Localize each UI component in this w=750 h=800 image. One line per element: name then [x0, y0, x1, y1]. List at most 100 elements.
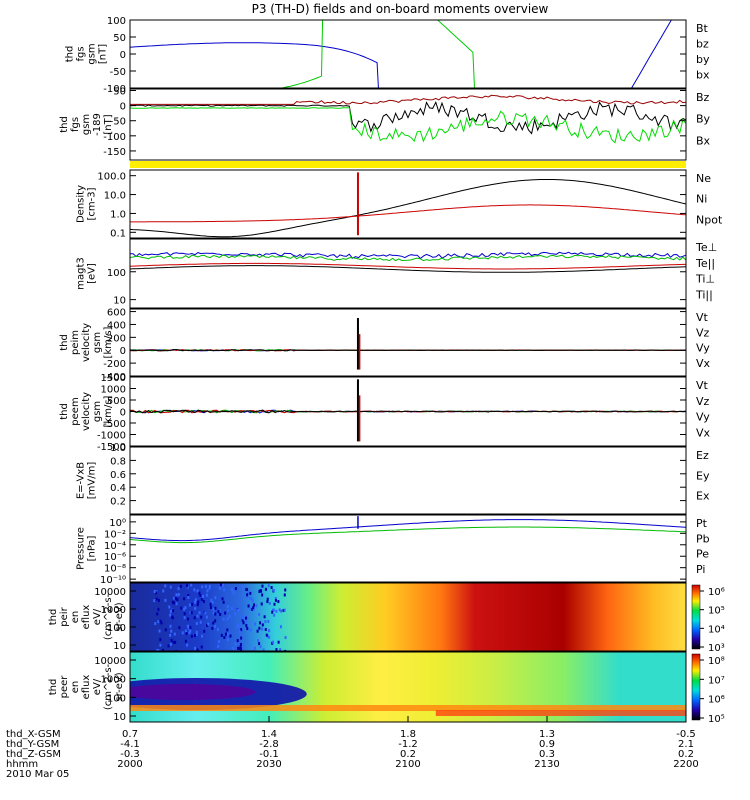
spectrogram-speckle — [252, 649, 255, 651]
spectrogram-speckle — [264, 620, 267, 624]
spectrogram-speckle — [284, 649, 287, 651]
y-axis-label-line: sr-eV) — [114, 602, 125, 631]
y-tick-label: 10 — [113, 296, 126, 307]
spectrogram-speckle — [167, 644, 170, 648]
spectrogram-speckle — [189, 626, 192, 630]
y-axis-label-line: velocity — [81, 392, 92, 431]
legend-bz: bz — [696, 38, 709, 51]
spectrogram-speckle — [241, 618, 244, 622]
trace-Bz — [130, 94, 686, 105]
spectrogram-speckle — [193, 588, 196, 592]
spectrogram-speckle — [245, 616, 248, 620]
spectrogram-speckle — [238, 629, 241, 633]
spectrogram-speckle — [194, 646, 197, 650]
spectrogram-speckle — [244, 620, 247, 624]
x-tick-label-z: 0.2 — [678, 749, 694, 760]
spectrogram-speckle — [218, 609, 221, 613]
spectrogram-speckle — [159, 643, 162, 647]
legend-Pe: Pe — [696, 548, 709, 561]
spectrogram-speckle — [210, 598, 213, 602]
x-tick-label-time: 2100 — [395, 759, 420, 770]
y-tick-label: 100.0 — [97, 172, 126, 183]
spectrogram-speckle — [171, 616, 174, 620]
y-axis-label-line: fgs — [76, 46, 87, 61]
x-axis-row-label: hhmm — [6, 759, 38, 770]
spectrogram-speckle — [159, 637, 162, 641]
legend-Ne: Ne — [696, 172, 711, 185]
panel-frame-temperature — [129, 238, 687, 309]
y-axis-label-peim_velocity: thd peim velocity gsm [km/s] — [59, 323, 114, 362]
y-axis-label-line: Density — [76, 185, 87, 223]
y-axis-label-line: sr-eV) — [114, 672, 125, 701]
spectrogram-speckle — [170, 638, 173, 642]
panel-traces-temperature — [130, 251, 686, 273]
spectrogram-speckle — [156, 649, 159, 651]
legend-Ey: Ey — [696, 469, 710, 482]
spectrogram-speckle — [268, 601, 271, 605]
spectrogram-speckle — [273, 613, 276, 617]
spectrogram-speckle — [156, 612, 159, 616]
spectrogram-speckle — [209, 606, 212, 610]
spectrogram-speckle — [169, 642, 172, 646]
spectrogram-speckle — [283, 608, 286, 612]
spectrogram-speckle — [155, 591, 158, 595]
spectrogram-speckle — [169, 633, 172, 637]
panel-frame-peir_spec — [129, 582, 687, 652]
y-axis-label-line: thd — [59, 116, 70, 133]
legend-Ez: Ez — [696, 449, 709, 462]
spectrogram-speckle — [206, 623, 209, 627]
y-tick-label: 10⁻² — [104, 529, 126, 540]
y-axis-label-line: eflux — [81, 605, 92, 630]
trace-By — [130, 107, 686, 144]
spectrogram-speckle — [217, 610, 220, 614]
y-axis-label-peem_velocity: thd peem velocity gsm [km/s] — [59, 392, 114, 431]
spectrogram-speckle — [258, 590, 261, 594]
spectrogram-lower-band — [435, 710, 686, 716]
spectrogram-speckle — [272, 640, 275, 644]
colorbar-peir_spec — [691, 584, 701, 650]
y-tick-label: 50 — [113, 87, 126, 98]
spectrogram-speckle — [224, 611, 227, 615]
spectrogram-speckle — [172, 640, 175, 644]
spectrogram-speckle — [199, 593, 202, 597]
spectrogram-speckle — [180, 606, 183, 610]
trace-bx-late — [631, 20, 672, 88]
legend-Ti||: Ti|| — [695, 288, 713, 301]
spectrogram-speckle — [266, 634, 269, 638]
spectrogram-speckle — [195, 621, 198, 625]
spectrogram-peak-core — [130, 684, 256, 700]
trace-Bx — [130, 100, 686, 135]
spectrogram-speckle — [196, 603, 199, 607]
panel-traces-peem_velocity — [130, 379, 686, 442]
spectrogram-speckle — [196, 648, 199, 651]
y-tick-label: 10 — [113, 712, 126, 723]
spectrogram-speckle — [153, 599, 156, 603]
colorbar-tick-label: 10⁷ — [708, 675, 725, 686]
spectrogram-speckle — [224, 632, 227, 636]
spectrogram-speckle — [280, 609, 283, 613]
legend-Vx: Vx — [696, 357, 711, 370]
legend-Te⊥: Te⊥ — [695, 241, 717, 254]
y-axis-label-line: peir — [59, 606, 70, 626]
spectrogram-speckle — [226, 617, 229, 621]
y-axis-label-line: thd — [65, 46, 76, 63]
legend-Vz: Vz — [696, 395, 710, 408]
y-tick-label: 10000 — [94, 587, 126, 598]
spectrogram-speckle — [249, 596, 252, 600]
spectrogram-speckle — [154, 622, 157, 626]
spectrogram-speckle — [160, 621, 163, 625]
spectrogram-speckle — [179, 584, 182, 588]
y-tick-label: 0 — [120, 102, 126, 113]
y-tick-label: 1.0 — [110, 443, 126, 454]
spectrogram-band — [130, 705, 686, 711]
spectrogram-speckle — [252, 605, 255, 609]
spectrogram-speckle — [194, 600, 197, 604]
spectrogram-speckle — [190, 611, 193, 615]
spectrogram-speckle — [242, 614, 245, 618]
spectrogram-speckle — [206, 589, 209, 593]
y-tick-label: 1000 — [101, 385, 126, 396]
spectrogram-speckle — [164, 628, 167, 632]
y-axis-label-line: (cm^2-s- — [103, 593, 114, 640]
y-tick-label: 0.8 — [110, 456, 126, 467]
legend-Ni: Ni — [696, 193, 707, 206]
